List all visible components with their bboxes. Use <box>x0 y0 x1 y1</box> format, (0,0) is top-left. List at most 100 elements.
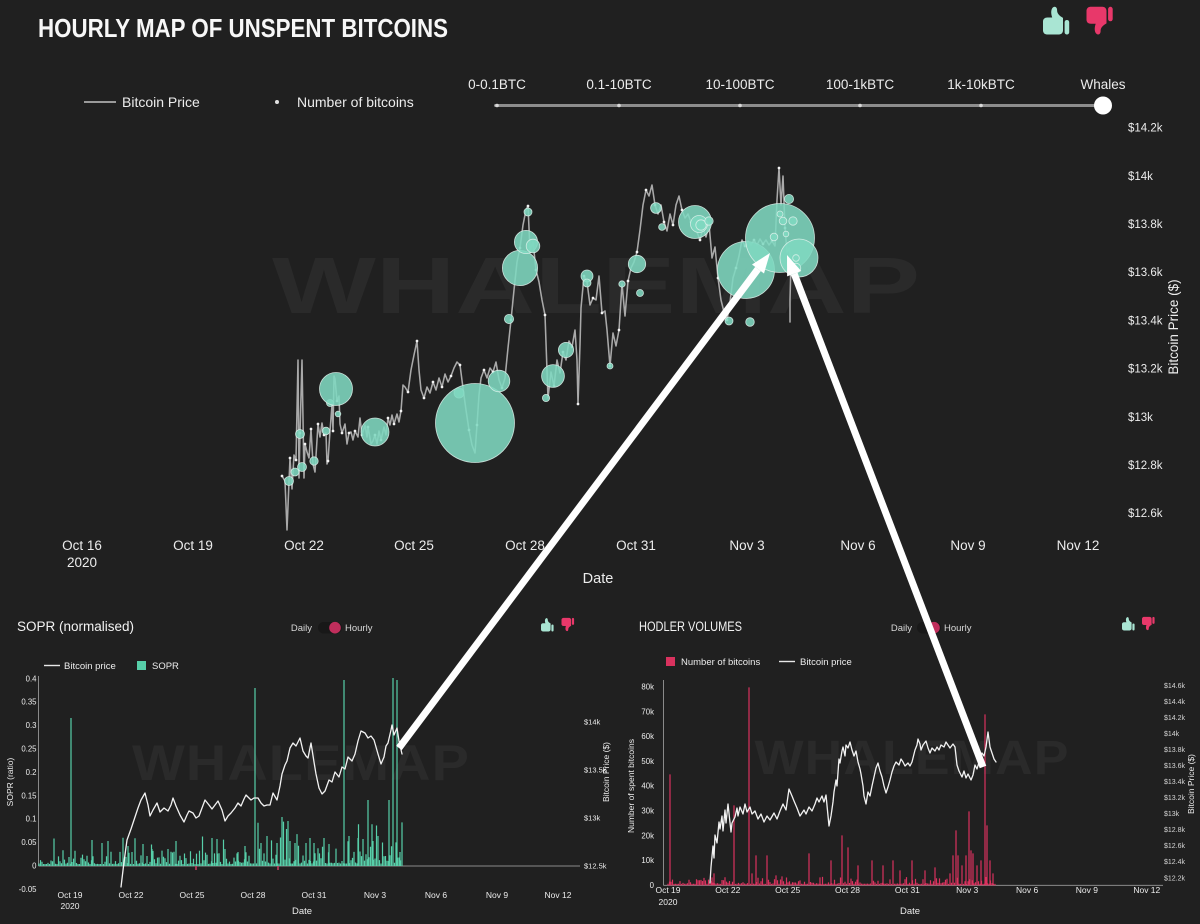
svg-text:$13k: $13k <box>584 814 601 823</box>
svg-text:2020: 2020 <box>67 555 97 570</box>
svg-text:$14.2k: $14.2k <box>1164 715 1186 722</box>
svg-text:Oct 22: Oct 22 <box>715 885 740 895</box>
svg-text:Bitcoin Price ($): Bitcoin Price ($) <box>1166 279 1181 374</box>
svg-text:50k: 50k <box>641 757 654 766</box>
svg-text:Oct 28: Oct 28 <box>505 538 545 553</box>
svg-text:$14k: $14k <box>1128 171 1153 183</box>
svg-text:Oct 16: Oct 16 <box>62 538 102 553</box>
svg-text:Oct 19: Oct 19 <box>173 538 213 553</box>
svg-text:0.1-10BTC: 0.1-10BTC <box>586 77 652 92</box>
svg-text:$13.8k: $13.8k <box>1128 219 1163 231</box>
svg-text:Nov 3: Nov 3 <box>729 538 764 553</box>
svg-text:$14k: $14k <box>584 718 601 727</box>
svg-text:Oct 22: Oct 22 <box>284 538 324 553</box>
svg-text:20k: 20k <box>641 831 654 840</box>
svg-text:Oct 31: Oct 31 <box>616 538 656 553</box>
svg-text:Nov 12: Nov 12 <box>1133 885 1160 895</box>
svg-text:$14k: $14k <box>1164 731 1180 738</box>
svg-text:Bitcoin Price: Bitcoin Price <box>122 94 200 110</box>
svg-text:Oct 28: Oct 28 <box>835 885 860 895</box>
svg-text:$12.8k: $12.8k <box>1164 827 1186 834</box>
svg-text:Nov 3: Nov 3 <box>956 885 978 895</box>
svg-text:0.05: 0.05 <box>21 838 37 847</box>
svg-text:HODLER VOLUMES: HODLER VOLUMES <box>639 619 742 634</box>
svg-text:2020: 2020 <box>659 897 678 907</box>
svg-text:0.2: 0.2 <box>26 768 37 777</box>
svg-text:Bitcoin price: Bitcoin price <box>64 661 116 672</box>
svg-text:10k: 10k <box>641 856 654 865</box>
svg-text:$13.8k: $13.8k <box>1164 747 1186 754</box>
svg-text:Bitcoin Price ($): Bitcoin Price ($) <box>601 742 611 802</box>
svg-text:SOPR (ratio): SOPR (ratio) <box>5 758 15 807</box>
svg-text:30k: 30k <box>641 807 654 816</box>
svg-text:Nov 9: Nov 9 <box>950 538 985 553</box>
svg-text:Nov 6: Nov 6 <box>425 890 447 900</box>
svg-text:$13.6k: $13.6k <box>1128 267 1163 279</box>
svg-text:$14.6k: $14.6k <box>1164 683 1186 690</box>
svg-text:70k: 70k <box>641 707 654 716</box>
svg-text:$13k: $13k <box>1128 412 1153 424</box>
svg-text:40k: 40k <box>641 782 654 791</box>
svg-text:0-0.1BTC: 0-0.1BTC <box>468 77 526 92</box>
svg-text:$12.6k: $12.6k <box>1128 508 1163 520</box>
svg-text:$13.6k: $13.6k <box>1164 763 1186 770</box>
svg-text:0.1: 0.1 <box>26 815 37 824</box>
svg-text:$13.4k: $13.4k <box>1164 779 1186 786</box>
svg-text:Oct 28: Oct 28 <box>240 890 265 900</box>
svg-text:$13.2k: $13.2k <box>1164 795 1186 802</box>
svg-text:Nov 6: Nov 6 <box>840 538 875 553</box>
svg-text:Nov 9: Nov 9 <box>1076 885 1098 895</box>
svg-text:SOPR (normalised): SOPR (normalised) <box>17 619 134 634</box>
svg-text:-0.05: -0.05 <box>19 885 37 894</box>
svg-text:$13.4k: $13.4k <box>1128 315 1163 327</box>
svg-text:Date: Date <box>292 906 312 917</box>
svg-text:$14.2k: $14.2k <box>1128 123 1163 135</box>
svg-text:Number of spent bitcoins: Number of spent bitcoins <box>626 739 636 833</box>
svg-text:Oct 22: Oct 22 <box>118 890 143 900</box>
svg-text:Oct 19: Oct 19 <box>57 890 82 900</box>
svg-text:Oct 25: Oct 25 <box>394 538 434 553</box>
svg-text:Oct 31: Oct 31 <box>895 885 920 895</box>
svg-text:60k: 60k <box>641 732 654 741</box>
svg-text:HOURLY MAP OF UNSPENT BITCOINS: HOURLY MAP OF UNSPENT BITCOINS <box>38 13 448 43</box>
svg-text:$12.4k: $12.4k <box>1164 859 1186 866</box>
svg-text:0.3: 0.3 <box>26 721 37 730</box>
svg-text:Bitcoin price: Bitcoin price <box>800 657 852 668</box>
svg-text:WHALEMAP: WHALEMAP <box>132 735 470 791</box>
svg-text:$12.5k: $12.5k <box>584 862 607 871</box>
svg-text:Number of bitcoins: Number of bitcoins <box>681 657 760 668</box>
svg-text:Hourly: Hourly <box>944 623 972 634</box>
svg-text:$13.5k: $13.5k <box>584 766 607 775</box>
svg-text:80k: 80k <box>641 683 654 692</box>
svg-text:10-100BTC: 10-100BTC <box>705 77 774 92</box>
svg-text:Oct 31: Oct 31 <box>301 890 326 900</box>
svg-text:WHALEMAP: WHALEMAP <box>755 732 1070 785</box>
svg-text:0: 0 <box>32 862 37 871</box>
svg-text:Nov 3: Nov 3 <box>364 890 386 900</box>
svg-text:Whales: Whales <box>1080 77 1125 92</box>
svg-text:Oct 25: Oct 25 <box>775 885 800 895</box>
svg-text:Nov 9: Nov 9 <box>486 890 508 900</box>
svg-text:100-1kBTC: 100-1kBTC <box>826 77 895 92</box>
svg-text:Oct 25: Oct 25 <box>179 890 204 900</box>
svg-text:Date: Date <box>900 906 920 917</box>
svg-text:$13.2k: $13.2k <box>1128 364 1163 376</box>
svg-text:$12.2k: $12.2k <box>1164 875 1186 882</box>
svg-text:SOPR: SOPR <box>152 661 179 672</box>
svg-text:Hourly: Hourly <box>345 623 373 634</box>
svg-text:$12.6k: $12.6k <box>1164 843 1186 850</box>
svg-text:WHALEMAP: WHALEMAP <box>272 241 920 330</box>
svg-text:2020: 2020 <box>61 901 80 911</box>
svg-text:$14.4k: $14.4k <box>1164 699 1186 706</box>
svg-text:0.4: 0.4 <box>26 674 38 683</box>
svg-text:Oct 19: Oct 19 <box>655 885 680 895</box>
svg-text:Daily: Daily <box>291 623 312 634</box>
svg-text:Number of bitcoins: Number of bitcoins <box>297 94 414 110</box>
svg-text:0.25: 0.25 <box>21 745 37 754</box>
svg-text:Nov 6: Nov 6 <box>1016 885 1038 895</box>
svg-text:0.35: 0.35 <box>21 698 37 707</box>
svg-text:$12.8k: $12.8k <box>1128 460 1163 472</box>
svg-text:0: 0 <box>650 881 655 890</box>
svg-text:0.15: 0.15 <box>21 791 37 800</box>
svg-text:Nov 12: Nov 12 <box>1057 538 1100 553</box>
